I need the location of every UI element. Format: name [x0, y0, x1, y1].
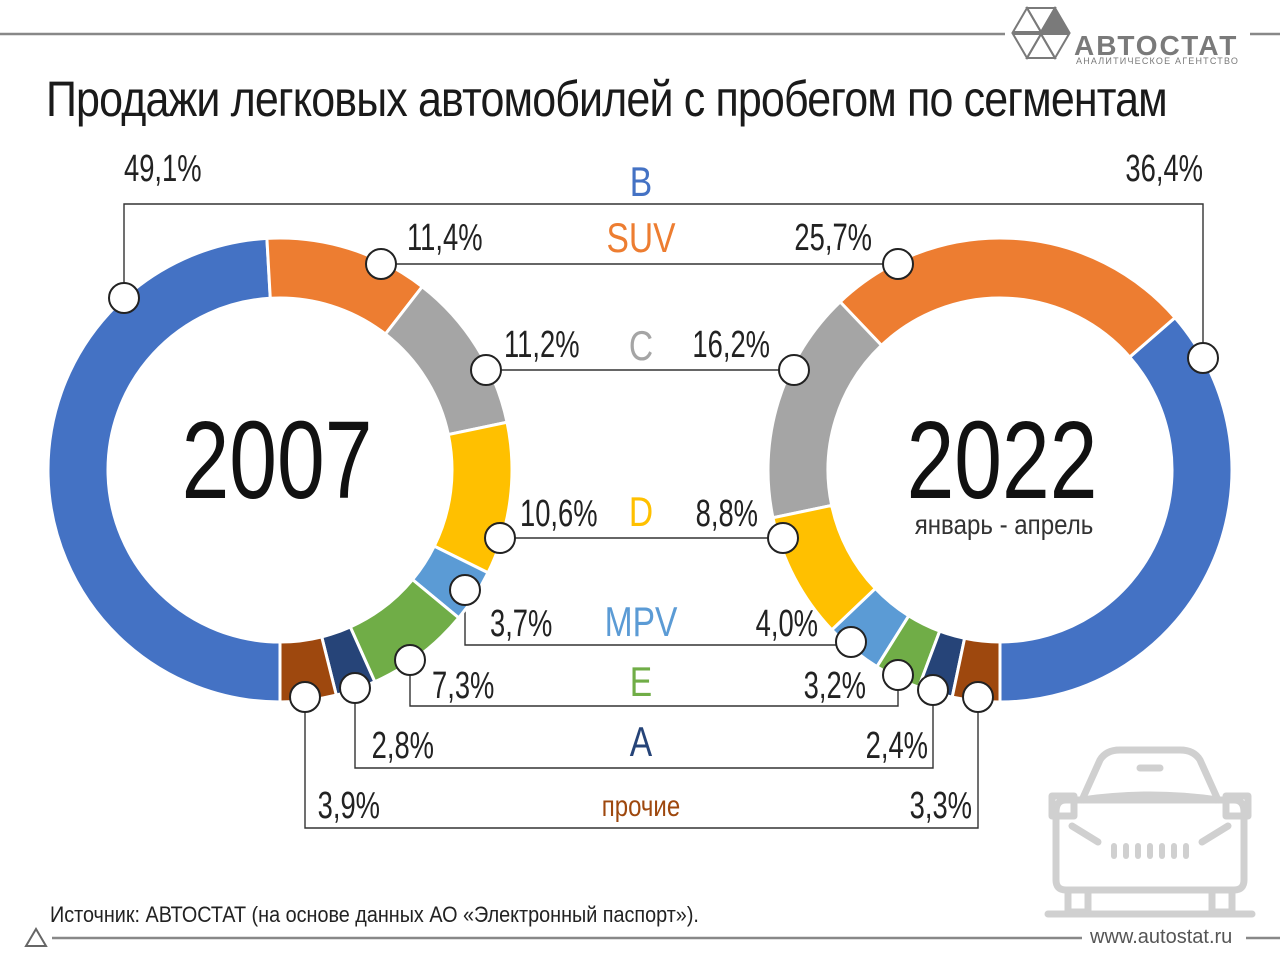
- logo-shape: [1011, 6, 1043, 33]
- segment-markers: [108, 248, 1219, 713]
- page-title: Продажи легковых автомобилей с пробегом …: [46, 71, 1168, 127]
- value-label-2007-a: 2,8%: [372, 725, 434, 767]
- value-label-2007-other: 3,9%: [318, 785, 380, 827]
- segment-name-other: прочие: [602, 788, 680, 822]
- year-2022-label: 2022: [907, 399, 1098, 522]
- value-label-2007-mpv: 3,7%: [490, 603, 552, 645]
- value-label-2022-suv: 25,7%: [794, 217, 872, 259]
- marker-2022-a: [917, 674, 949, 706]
- segment-name-c: C: [629, 324, 653, 370]
- connector-b: [123, 203, 1204, 358]
- value-label-2022-other: 3,3%: [910, 785, 972, 827]
- marker-2022-c: [778, 354, 810, 386]
- marker-2022-mpv: [835, 626, 867, 658]
- logo-shape: [1011, 33, 1043, 60]
- value-label-2022-a: 2,4%: [866, 725, 928, 767]
- marker-2007-suv: [365, 248, 397, 280]
- marker-2007-e: [394, 644, 426, 676]
- corner-triangle-icon: [24, 927, 48, 947]
- logo-name: АВТОСТАТ: [1074, 30, 1239, 61]
- decorations: [0, 32, 1280, 947]
- car-outline: [1048, 792, 1078, 820]
- segment-name-e: E: [630, 660, 652, 706]
- marker-2007-a: [339, 672, 371, 704]
- marker-2022-d: [767, 522, 799, 554]
- marker-2022-suv: [882, 248, 914, 280]
- value-label-2022-b: 36,4%: [1125, 148, 1203, 190]
- marker-2007-c: [470, 354, 502, 386]
- logo-shape: [1025, 7, 1057, 34]
- value-labels: 49,1% 36,4% 11,4% 25,7% 11,2% 16,2% 10,6% 8,8% 3…: [124, 148, 1203, 827]
- value-label-2007-suv: 11,4%: [407, 217, 483, 259]
- car-outline: [1078, 791, 1222, 804]
- value-label-2007-b: 49,1%: [124, 148, 202, 190]
- segment-name-d: D: [629, 490, 653, 536]
- value-label-2022-e: 3,2%: [804, 665, 866, 707]
- car-outline: [1198, 822, 1232, 846]
- source-note: Источник: АВТОСТАТ (на основе данных АО …: [50, 902, 699, 927]
- value-label-2007-e: 7,3%: [432, 665, 494, 707]
- segment-name-suv: SUV: [606, 216, 676, 262]
- donut-2022-slice-b: [998, 315, 1234, 704]
- connector-other: [304, 697, 979, 829]
- value-label-2007-c: 11,2%: [504, 324, 580, 366]
- period-label: январь - апрель: [915, 508, 1094, 540]
- website-link[interactable]: www.autostat.ru: [1090, 926, 1233, 948]
- marker-2007-other: [289, 681, 321, 713]
- segment-name-a: A: [630, 720, 653, 766]
- marker-2007-mpv: [449, 574, 481, 606]
- marker-2007-b: [108, 282, 140, 314]
- marker-2022-other: [962, 681, 994, 713]
- year-2007-label: 2007: [182, 399, 373, 522]
- car-outline: [1078, 746, 1222, 804]
- logo-tagline: АНАЛИТИЧЕСКОЕ АГЕНТСТВО: [1076, 56, 1240, 66]
- marker-2022-b: [1187, 342, 1219, 374]
- donut-2007-slice-b: [46, 236, 282, 704]
- value-label-2022-c: 16,2%: [692, 324, 770, 366]
- value-label-2022-d: 8,8%: [696, 493, 758, 535]
- value-label-2007-d: 10,6%: [520, 493, 598, 535]
- logo-shape: [1039, 6, 1071, 33]
- car-outline: [1068, 822, 1102, 846]
- segment-name-b: B: [630, 160, 652, 206]
- marker-2007-d: [484, 522, 516, 554]
- logo-icon: [1011, 6, 1071, 60]
- car-icon: [1044, 746, 1256, 918]
- marker-2022-e: [882, 659, 914, 691]
- donut-2022: [766, 236, 1234, 704]
- segment-name-mpv: MPV: [605, 600, 678, 646]
- value-label-2022-mpv: 4,0%: [756, 603, 818, 645]
- logo-shape: [1039, 33, 1071, 60]
- car-outline: [1222, 792, 1252, 820]
- logo-shape: [1025, 32, 1057, 59]
- donut-2022-slice-c: [766, 299, 884, 520]
- connector-a: [354, 688, 934, 769]
